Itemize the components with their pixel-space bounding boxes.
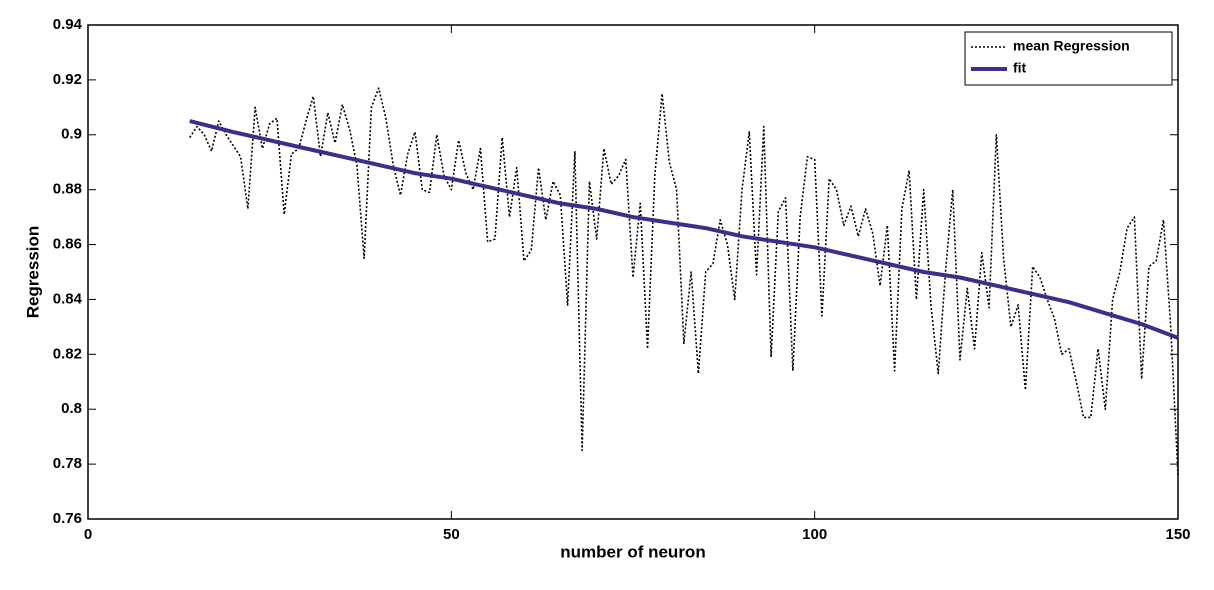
y-tick-label: 0.76	[53, 510, 82, 527]
x-tick-label: 0	[84, 526, 92, 543]
legend-label: mean Regression	[1013, 38, 1130, 54]
y-tick-label: 0.88	[53, 181, 82, 198]
y-tick-label: 0.84	[53, 290, 83, 307]
y-tick-label: 0.92	[53, 71, 82, 88]
y-tick-label: 0.94	[53, 16, 83, 33]
x-tick-label: 100	[802, 526, 827, 543]
y-tick-label: 0.82	[53, 345, 82, 362]
y-tick-label: 0.78	[53, 455, 82, 472]
line-series	[189, 119, 1179, 340]
legend-box	[964, 31, 1173, 86]
line-series	[189, 87, 1179, 476]
legend-label: fit	[1013, 60, 1027, 76]
y-axis-label: Regression	[23, 226, 42, 319]
x-tick-label: 150	[1165, 526, 1190, 543]
y-tick-label: 0.86	[53, 236, 82, 253]
y-tick-label: 0.8	[61, 400, 82, 417]
x-axis-label: number of neuron	[560, 542, 705, 561]
x-tick-label: 50	[443, 526, 460, 543]
y-tick-label: 0.9	[61, 126, 82, 143]
